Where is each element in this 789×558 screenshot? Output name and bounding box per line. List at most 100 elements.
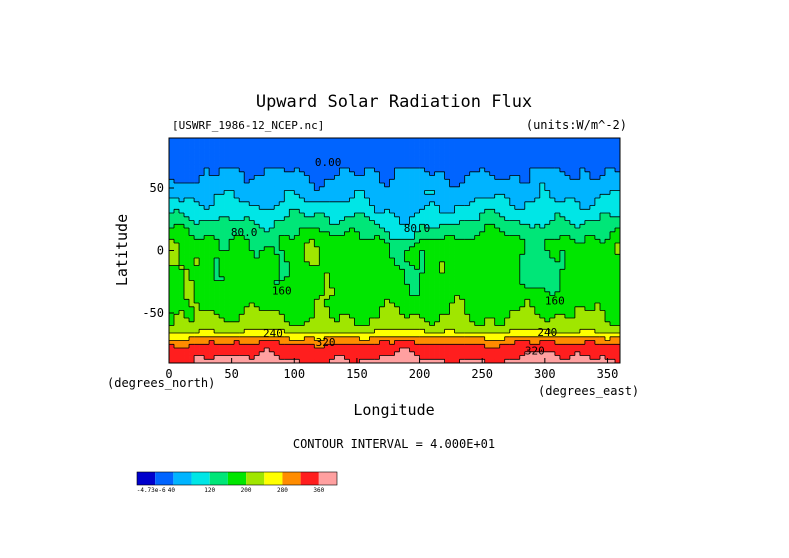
field-cell	[379, 171, 385, 176]
field-cell	[179, 280, 185, 285]
field-cell	[194, 243, 200, 248]
field-cell	[269, 201, 275, 206]
field-cell	[479, 235, 486, 240]
field-cell	[424, 228, 430, 233]
field-cell	[364, 209, 370, 214]
field-cell	[549, 276, 556, 281]
field-cell	[299, 325, 305, 330]
field-cell	[319, 310, 325, 315]
field-cell	[574, 228, 581, 233]
field-cell	[349, 310, 355, 315]
field-cell	[554, 246, 561, 251]
field-cell	[259, 239, 265, 244]
field-cell	[184, 336, 190, 341]
field-cell	[334, 288, 340, 293]
field-cell	[254, 156, 260, 161]
field-cell	[394, 141, 400, 146]
field-cell	[214, 314, 220, 319]
field-cell	[284, 284, 290, 289]
field-cell	[539, 224, 546, 229]
field-cell	[399, 164, 405, 169]
field-cell	[194, 254, 200, 259]
field-cell	[439, 265, 445, 270]
field-cell	[364, 156, 370, 161]
field-cell	[564, 149, 571, 154]
field-cell	[554, 284, 561, 289]
field-cell	[219, 198, 225, 203]
field-cell	[309, 273, 315, 278]
field-cell	[449, 145, 455, 150]
field-cell	[179, 168, 185, 173]
field-cell	[414, 228, 420, 233]
field-cell	[314, 228, 320, 233]
field-cell	[509, 273, 516, 278]
field-cell	[399, 209, 405, 214]
field-cell	[214, 306, 220, 311]
field-cell	[249, 303, 255, 308]
field-cell	[524, 209, 531, 214]
field-cell	[489, 145, 496, 150]
field-cell	[394, 183, 400, 188]
field-cell	[574, 276, 581, 281]
field-cell	[339, 145, 345, 150]
field-cell	[379, 160, 385, 165]
field-cell	[574, 314, 581, 319]
field-cell	[524, 239, 531, 244]
field-cell	[169, 194, 175, 199]
field-cell	[259, 333, 265, 338]
field-cell	[189, 344, 195, 349]
field-cell	[524, 216, 531, 221]
field-cell	[574, 216, 581, 221]
field-cell	[229, 325, 235, 330]
field-cell	[264, 171, 270, 176]
field-cell	[554, 291, 561, 296]
field-cell	[294, 235, 300, 240]
field-cell	[429, 276, 435, 281]
field-cell	[389, 261, 395, 266]
field-cell	[359, 213, 365, 218]
field-cell	[419, 175, 425, 180]
field-cell	[439, 164, 445, 169]
field-cell	[479, 190, 486, 195]
field-cell	[374, 209, 380, 214]
field-cell	[244, 168, 250, 173]
field-cell	[469, 190, 476, 195]
field-cell	[334, 303, 340, 308]
field-cell	[579, 254, 586, 259]
field-cell	[259, 205, 265, 210]
field-cell	[609, 336, 616, 341]
field-cell	[434, 318, 440, 323]
field-cell	[599, 213, 606, 218]
field-cell	[374, 153, 380, 158]
field-cell	[514, 179, 521, 184]
field-cell	[509, 141, 516, 146]
field-cell	[439, 175, 445, 180]
field-cell	[379, 153, 385, 158]
field-cell	[259, 288, 265, 293]
field-cell	[334, 209, 340, 214]
field-cell	[389, 273, 395, 278]
field-cell	[379, 340, 385, 345]
field-cell	[519, 333, 526, 338]
field-cell	[579, 314, 586, 319]
field-cell	[464, 321, 471, 326]
field-cell	[444, 220, 450, 225]
field-cell	[344, 295, 350, 300]
field-cell	[564, 254, 571, 259]
field-cell	[244, 153, 250, 158]
field-cell	[294, 224, 300, 229]
field-cell	[324, 239, 330, 244]
field-cell	[409, 246, 415, 251]
field-cell	[549, 141, 556, 146]
field-cell	[614, 168, 621, 173]
field-cell	[609, 265, 616, 270]
field-cell	[534, 336, 541, 341]
field-cell	[184, 254, 190, 259]
field-cell	[569, 321, 576, 326]
field-cell	[204, 205, 210, 210]
field-cell	[254, 175, 260, 180]
field-cell	[249, 344, 255, 349]
field-cell	[434, 246, 440, 251]
field-cell	[199, 220, 205, 225]
field-cell	[239, 299, 245, 304]
